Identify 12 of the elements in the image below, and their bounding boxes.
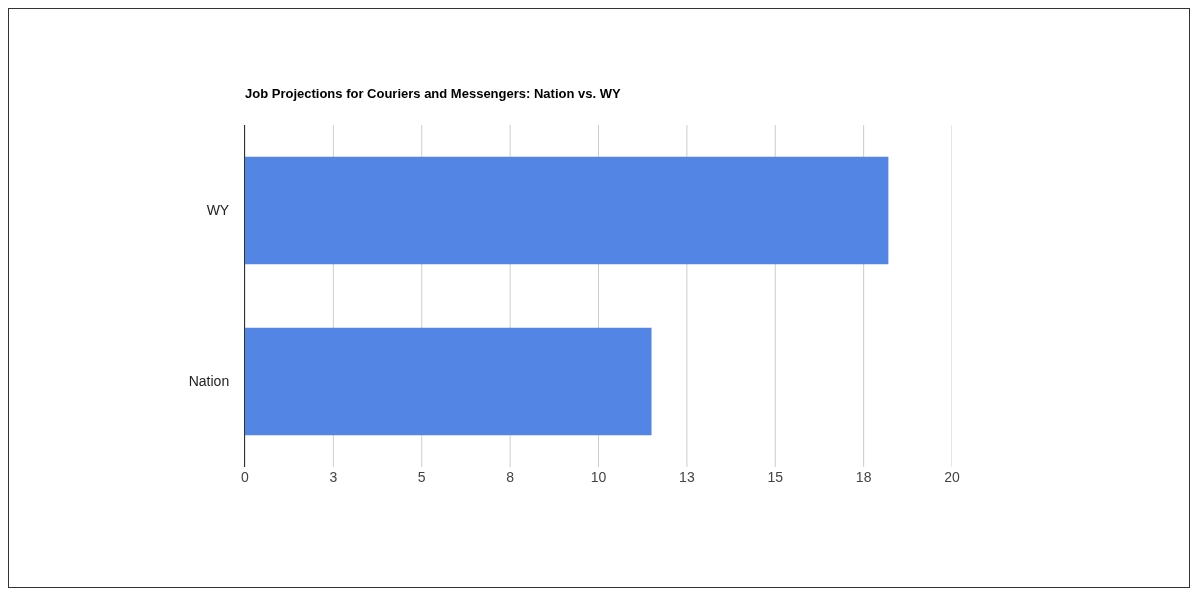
x-tick-label: 3 xyxy=(329,469,338,485)
x-tick-label: 0 xyxy=(241,469,250,485)
x-tick-label: 18 xyxy=(855,469,872,485)
x-tick-label: 10 xyxy=(590,469,607,485)
x-tick-label: 5 xyxy=(417,469,426,485)
chart-title: Job Projections for Couriers and Messengers: Nation vs. WY xyxy=(245,85,621,101)
x-tick-label: 8 xyxy=(506,469,515,485)
x-tick-label: 20 xyxy=(944,469,960,485)
y-tick-label: Nation xyxy=(188,373,230,390)
y-tick-label: WY xyxy=(206,202,230,219)
x-tick-label: 15 xyxy=(767,469,784,485)
x-tick-label: 13 xyxy=(679,469,695,485)
